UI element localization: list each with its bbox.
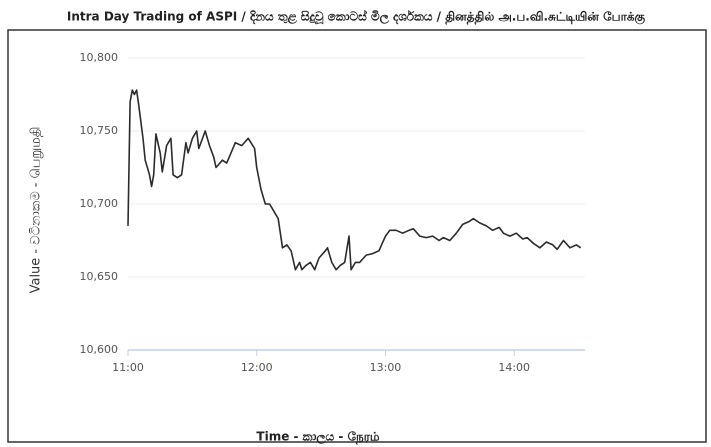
y-tick-label: 10,700 [80, 197, 119, 210]
x-axis-label: Time - කාලය - நேரம் [256, 430, 380, 446]
x-tick-label: 11:00 [112, 361, 144, 374]
y-axis-label: Value - වටිනාකම - பெறுமதி [29, 127, 44, 294]
chart-frame [7, 29, 707, 443]
x-tick-label: 13:00 [370, 361, 402, 374]
y-tick-label: 10,600 [80, 343, 119, 356]
y-tick-label: 10,650 [80, 270, 119, 283]
chart-title: Intra Day Trading of ASPI / දිනය තුළ සිද… [67, 9, 646, 25]
price-line [127, 89, 582, 271]
x-tick-label: 14:00 [498, 361, 530, 374]
y-tick-label: 10,750 [80, 124, 119, 137]
x-tick-label: 12:00 [241, 361, 273, 374]
y-tick-label: 10,800 [80, 51, 119, 64]
